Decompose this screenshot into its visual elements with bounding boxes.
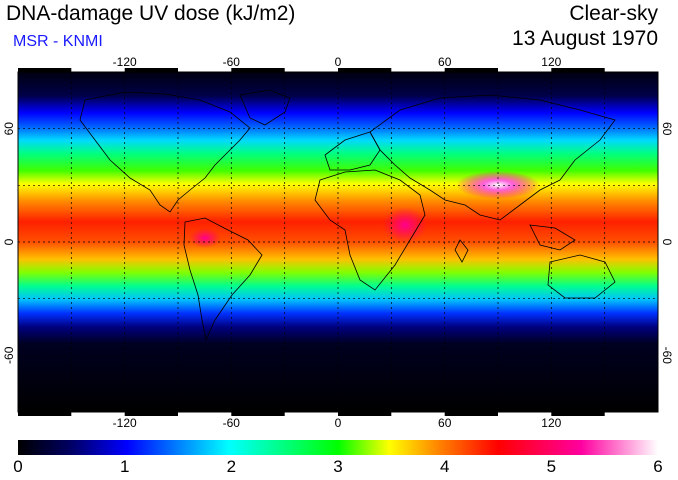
lon-tick-top: 60 bbox=[438, 55, 452, 69]
lat-tick-left: 0 bbox=[2, 238, 16, 245]
lat-tick-right: -60 bbox=[660, 347, 674, 365]
lon-tick-bottom: 60 bbox=[438, 416, 452, 430]
lon-tick-top: -120 bbox=[113, 55, 137, 69]
colorbar-label: 0 bbox=[13, 457, 23, 476]
colorbar bbox=[18, 440, 658, 455]
colorbar-label: 5 bbox=[546, 457, 557, 476]
colorbar-label: 2 bbox=[226, 457, 237, 476]
date-label: 13 August 1970 bbox=[512, 27, 658, 50]
lon-tick-top: 120 bbox=[541, 55, 561, 69]
frame-checker bbox=[18, 68, 605, 416]
lon-tick-top: -60 bbox=[223, 55, 241, 69]
lat-tick-right: 60 bbox=[660, 122, 674, 136]
lon-tick-bottom: 0 bbox=[335, 416, 342, 430]
sky-condition-label: Clear-sky bbox=[569, 2, 658, 25]
colorbar-label: 3 bbox=[333, 457, 343, 476]
lon-tick-top: 0 bbox=[335, 55, 342, 69]
colorbar-label: 4 bbox=[439, 457, 450, 476]
colorbar-label: 1 bbox=[119, 457, 130, 476]
map-title: DNA-damage UV dose (kJ/m2) bbox=[6, 2, 296, 25]
colorbar-label: 6 bbox=[653, 457, 663, 476]
lon-tick-bottom: -60 bbox=[223, 416, 241, 430]
andes-hotspot bbox=[189, 228, 221, 248]
lon-tick-bottom: 120 bbox=[541, 416, 561, 430]
lat-tick-left: -60 bbox=[2, 346, 16, 364]
lon-tick-bottom: -120 bbox=[113, 416, 137, 430]
graticule bbox=[18, 72, 658, 412]
lat-tick-left: 60 bbox=[2, 122, 16, 136]
lat-tick-right: 0 bbox=[660, 239, 674, 246]
africa-hotspot bbox=[383, 207, 427, 243]
credit-label: MSR - KNMI bbox=[13, 33, 103, 50]
